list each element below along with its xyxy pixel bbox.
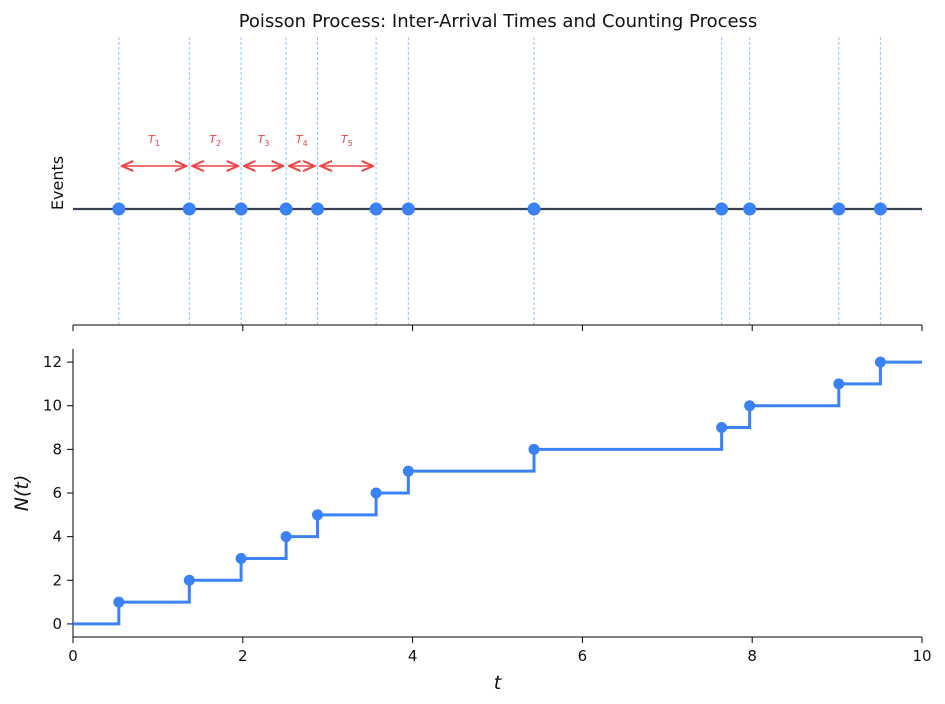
counting-point-1 — [113, 596, 125, 608]
events-x-ticks — [72, 325, 923, 331]
event-points — [112, 202, 887, 216]
events-panel: T1 T2 T3 T4 T5 Events — [48, 37, 923, 331]
events-y-label: Events — [48, 156, 67, 210]
event-point-4 — [279, 202, 293, 216]
counting-point-12 — [874, 356, 886, 368]
interarrival-label-1: T1 — [148, 133, 160, 148]
counting-y-tick-label-4: 8 — [52, 440, 62, 458]
event-point-3 — [234, 202, 248, 216]
counting-point-5 — [312, 509, 324, 521]
counting-y-tick-label-0: 0 — [52, 615, 62, 633]
event-point-10 — [743, 202, 757, 216]
interarrival-label-4: T4 — [296, 133, 308, 148]
event-point-8 — [527, 202, 541, 216]
event-point-12 — [873, 202, 887, 216]
counting-y-tick-label-5: 10 — [43, 397, 62, 415]
counting-x-tick-label-4: 8 — [747, 647, 757, 665]
counting-point-2 — [183, 574, 195, 586]
event-point-9 — [715, 202, 729, 216]
counting-x-tick-label-3: 6 — [578, 647, 588, 665]
counting-x-tick-label-5: 10 — [912, 647, 931, 665]
counting-x-tick-label-2: 4 — [408, 647, 418, 665]
counting-step-line — [73, 360, 922, 626]
event-point-11 — [832, 202, 846, 216]
interarrival-label-5: T5 — [341, 133, 353, 148]
event-point-5 — [311, 202, 325, 216]
counting-x-tick-label-0: 0 — [68, 647, 78, 665]
counting-x-label: t — [494, 672, 503, 694]
counting-point-9 — [716, 422, 728, 434]
event-point-1 — [112, 202, 126, 216]
counting-point-8 — [528, 443, 540, 455]
event-point-7 — [401, 202, 415, 216]
interarrival-arrows: T1 T2 T3 T4 T5 — [122, 133, 373, 166]
counting-point-3 — [235, 552, 247, 564]
counting-y-tick-label-2: 4 — [52, 528, 62, 546]
counting-point-10 — [744, 400, 756, 412]
counting-y-tick-label-3: 6 — [52, 484, 62, 502]
interarrival-label-3: T3 — [258, 133, 270, 148]
counting-y-label: N(t) — [11, 475, 33, 512]
counting-point-7 — [402, 465, 414, 477]
counting-point-11 — [833, 378, 845, 390]
interarrival-label-2: T2 — [209, 133, 221, 148]
counting-y-tick-label-1: 2 — [52, 571, 62, 589]
event-point-2 — [182, 202, 196, 216]
counting-point-6 — [370, 487, 382, 499]
counting-x-ticks: 0 2 4 6 8 10 — [68, 637, 932, 665]
counting-y-ticks: 0 2 4 6 8 10 12 — [43, 353, 73, 633]
counting-x-tick-label-1: 2 — [238, 647, 248, 665]
counting-point-4 — [280, 531, 292, 543]
event-point-6 — [369, 202, 383, 216]
chart-title: Poisson Process: Inter-Arrival Times and… — [239, 11, 758, 32]
counting-panel: 0 2 4 6 8 10 0 2 4 6 8 10 12 t N(t) — [11, 349, 932, 694]
counting-y-tick-label-6: 12 — [43, 353, 62, 371]
event-vlines — [118, 37, 881, 325]
counting-points — [113, 356, 886, 608]
